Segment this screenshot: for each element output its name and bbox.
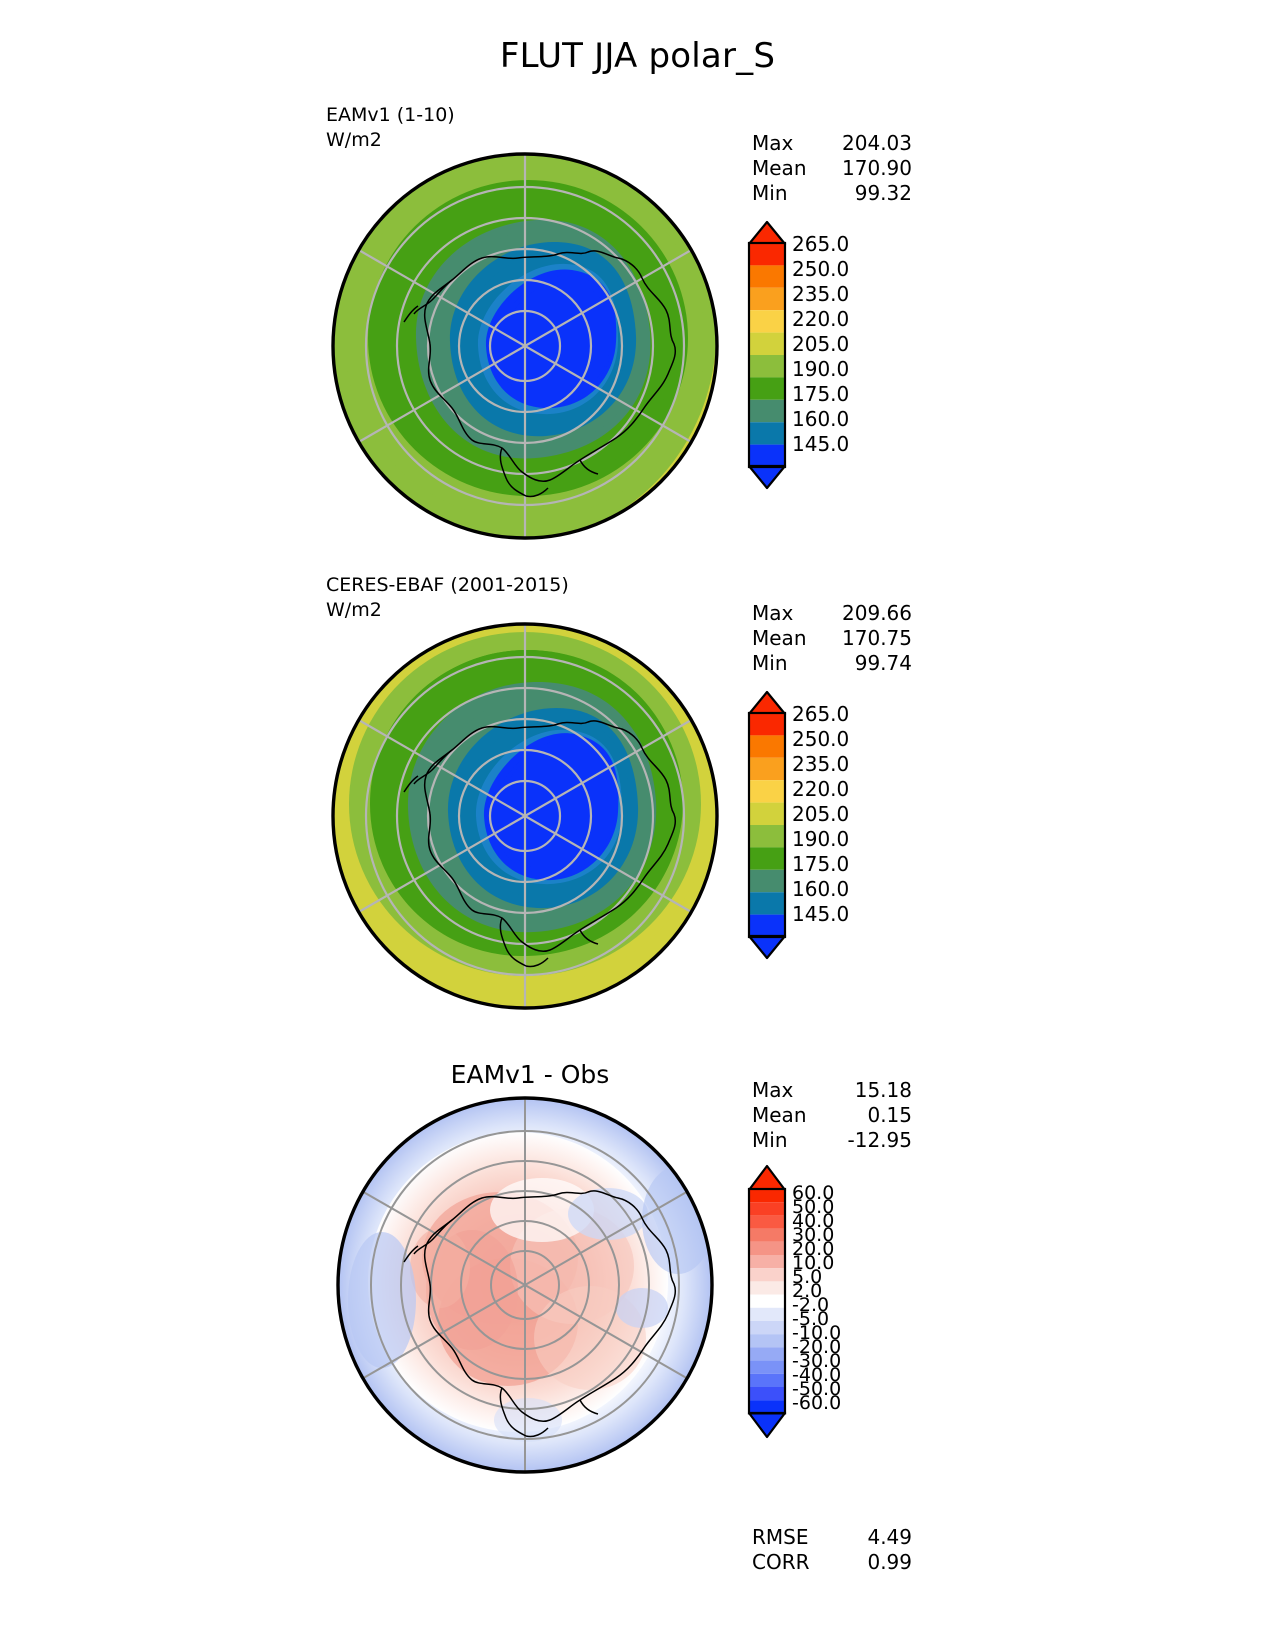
antarctica-coastline — [403, 720, 677, 968]
map-boundary-circle — [331, 622, 719, 1010]
stat-row: Min 99.74 — [752, 651, 912, 675]
polar-map-observation-svg — [331, 622, 719, 1010]
map-boundary-circle — [331, 152, 719, 540]
colorbar-model-swatches — [747, 220, 787, 490]
colorbar-observation: 265.0 250.0 235.0 220.0 205.0 190.0 175.… — [746, 688, 849, 963]
stat-row: Mean 170.90 — [752, 156, 912, 180]
colorbar-difference-swatches — [747, 1164, 787, 1439]
stat-row: RMSE 4.49 — [752, 1525, 912, 1549]
polar-map-difference — [322, 1090, 742, 1480]
footer-statistics: RMSE 4.49 CORR 0.99 — [752, 1525, 912, 1575]
polar-map-observation — [322, 616, 742, 1016]
colorbar-model: 265.0 250.0 235.0 220.0 205.0 190.0 175.… — [746, 218, 849, 493]
stat-row: Mean 0.15 — [752, 1103, 912, 1127]
panel-observation-stats: Max 209.66 Mean 170.75 Min 99.74 — [752, 601, 912, 676]
graticule — [356, 624, 694, 1008]
panel-observation-label-line1: CERES-EBAF (2001-2015) — [326, 574, 569, 596]
colorbar-difference: 60.0 50.0 40.0 30.0 20.0 10.0 5.0 2.0 -2… — [746, 1160, 841, 1440]
stat-row: Min 99.32 — [752, 181, 912, 205]
graticule — [356, 154, 694, 538]
stat-row: Min -12.95 — [752, 1128, 912, 1152]
stat-row: Max 204.03 — [752, 131, 912, 155]
colorbar-observation-swatches — [747, 690, 787, 960]
panel-model-label-line2: W/m2 — [326, 129, 382, 151]
panel-difference-stats: Max 15.18 Mean 0.15 Min -12.95 — [752, 1078, 912, 1153]
graticule — [359, 1098, 691, 1472]
panel-difference-title: EAMv1 - Obs — [450, 1060, 610, 1089]
polar-map-model — [322, 146, 742, 546]
figure-title: FLUT JJA polar_S — [499, 36, 776, 76]
stat-row: Mean 170.75 — [752, 626, 912, 650]
polar-map-difference-svg — [336, 1096, 714, 1474]
stat-row: Max 15.18 — [752, 1078, 912, 1102]
stat-row: CORR 0.99 — [752, 1550, 912, 1574]
antarctica-coastline — [403, 1190, 677, 1438]
panel-model-stats: Max 204.03 Mean 170.90 Min 99.32 — [752, 131, 912, 206]
map-boundary-circle — [336, 1096, 714, 1474]
polar-map-model-svg — [331, 152, 719, 540]
antarctica-coastline — [403, 250, 677, 498]
stat-row: Max 209.66 — [752, 601, 912, 625]
panel-observation-label-line2: W/m2 — [326, 599, 382, 621]
panel-model-label-line1: EAMv1 (1-10) — [326, 104, 455, 126]
